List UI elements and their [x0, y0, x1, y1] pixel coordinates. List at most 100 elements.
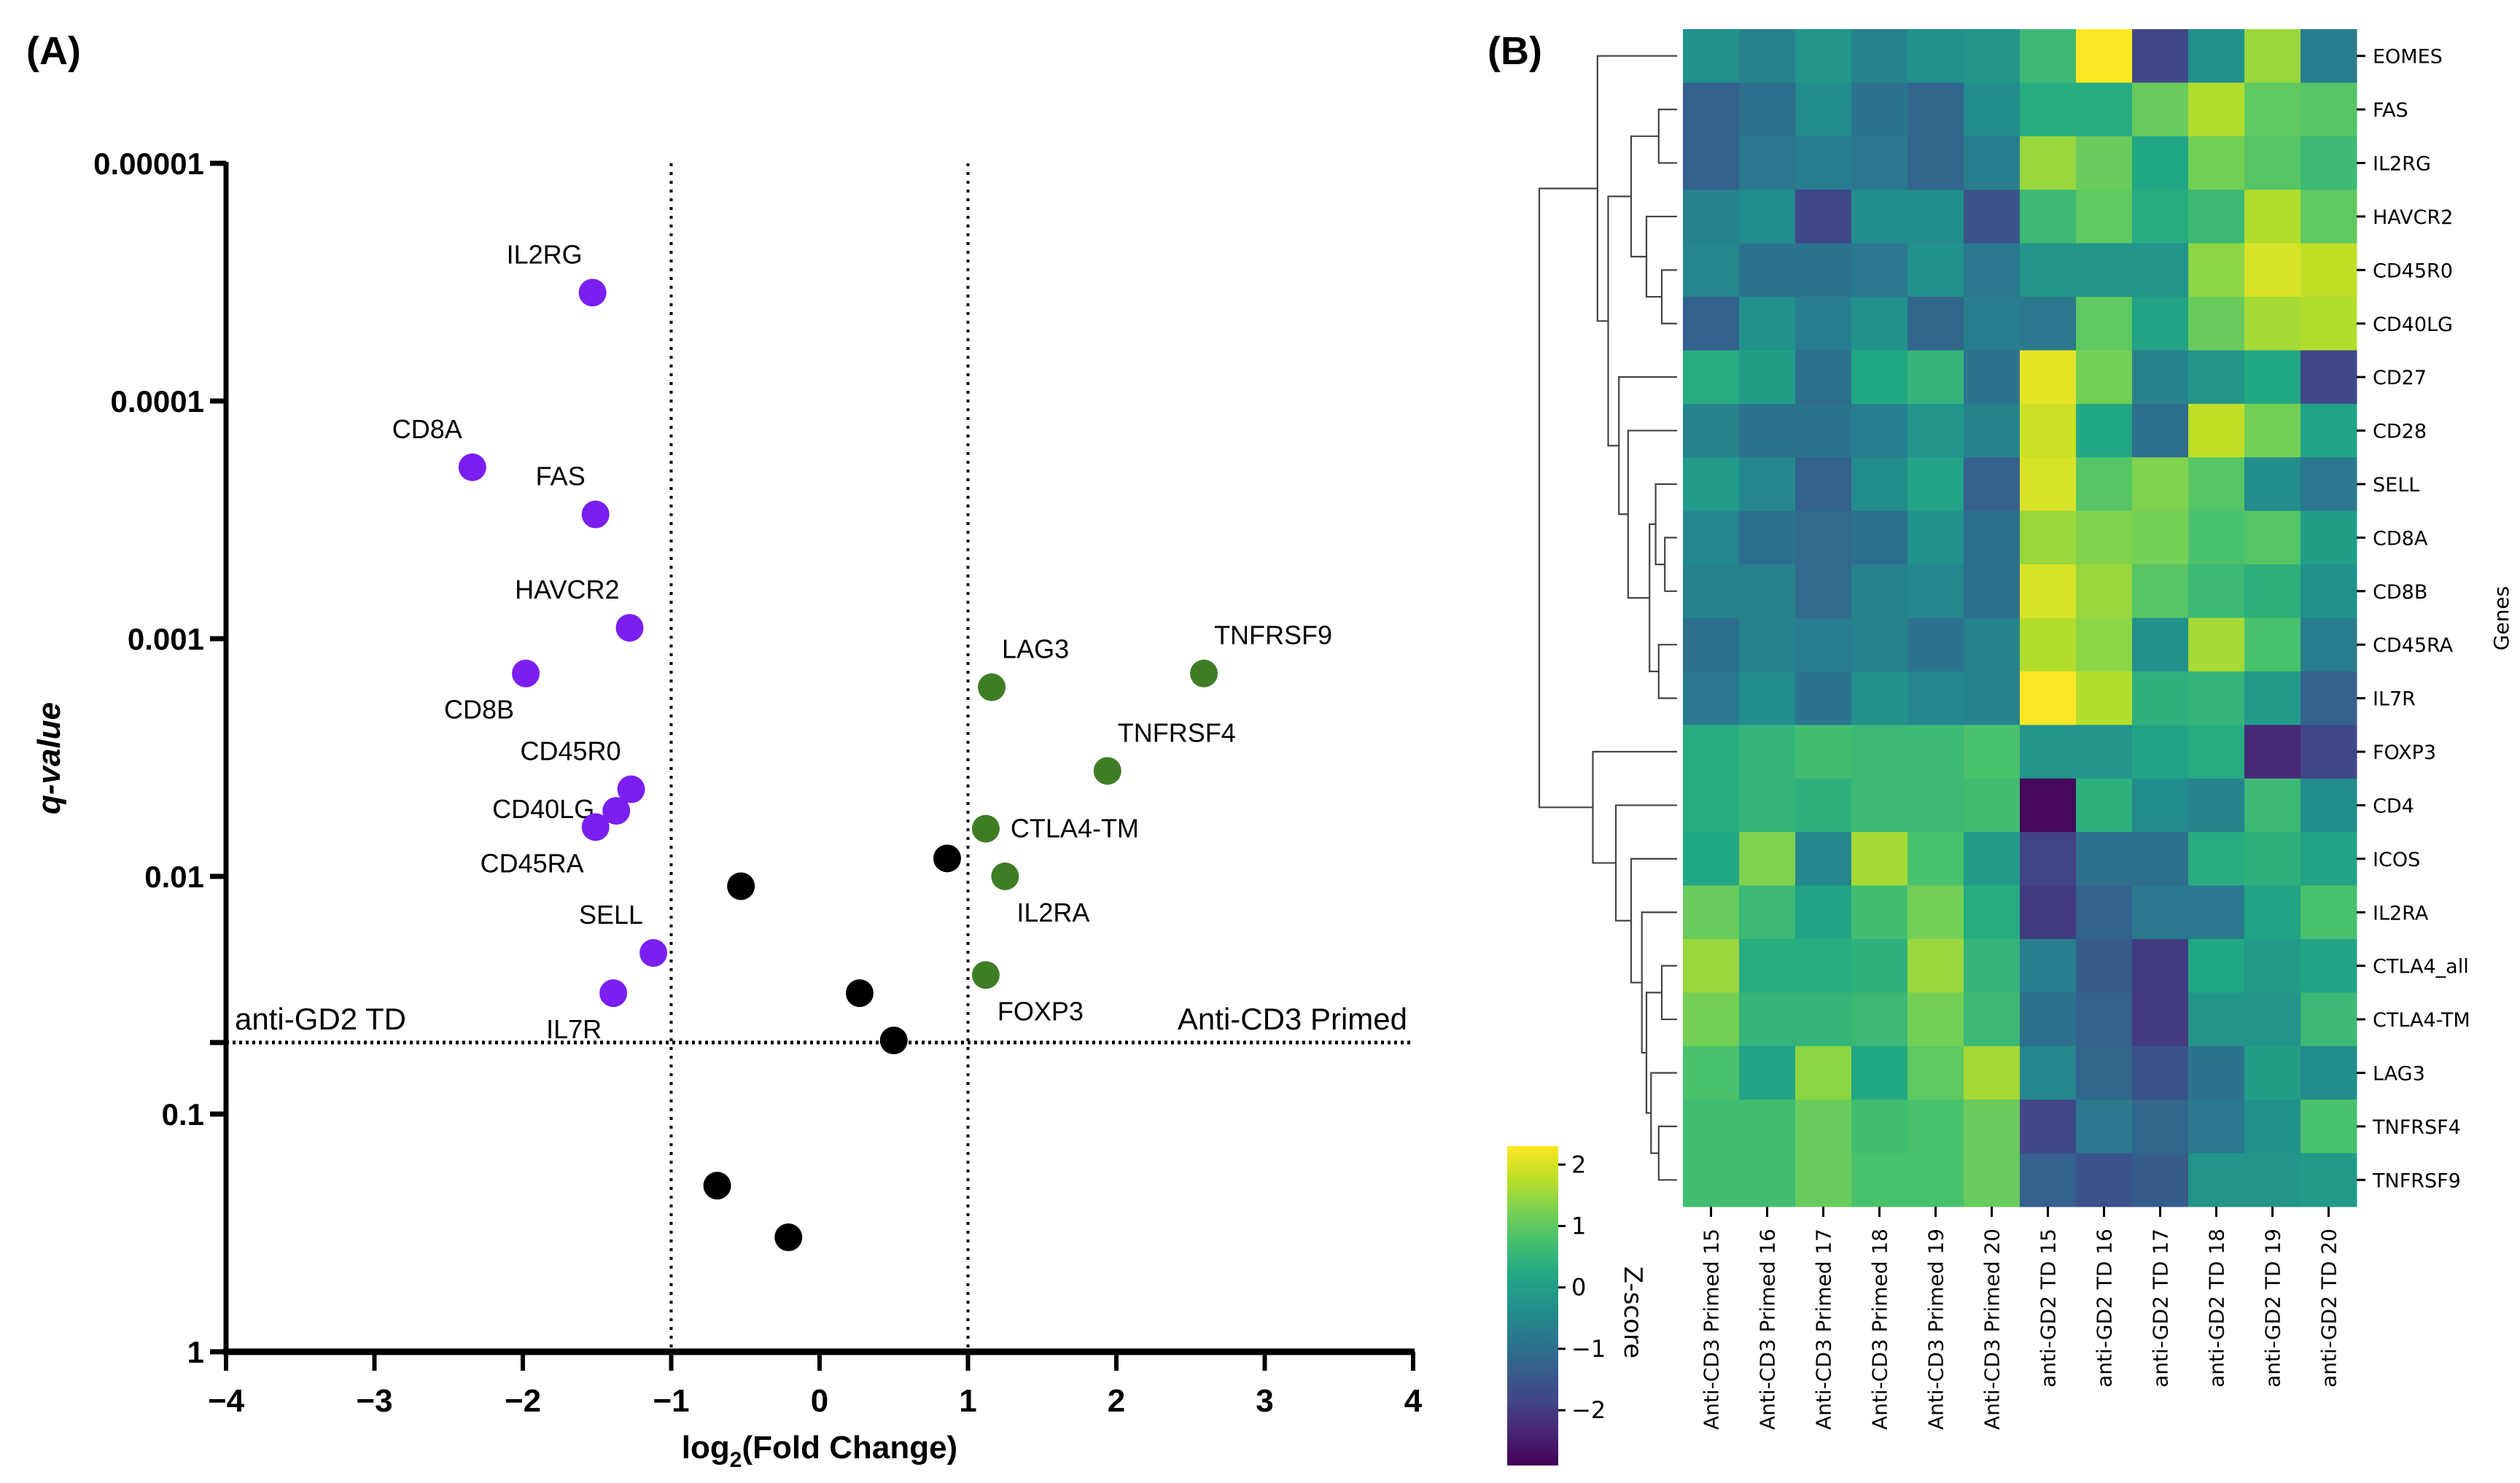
heatmap-cell — [1795, 82, 1852, 137]
point-label: SELL — [579, 900, 643, 930]
dendrogram-branch — [1614, 804, 1677, 922]
heatmap-cell — [1908, 618, 1964, 672]
heatmap-cell — [1851, 403, 1908, 458]
heatmap-cell — [1683, 29, 1740, 83]
heatmap-cell — [1683, 190, 1740, 244]
y-tick-label: 0.0001 — [111, 384, 204, 419]
sample-label: Anti-CD3 Primed 16 — [1756, 1229, 1780, 1430]
data-point — [971, 961, 1000, 989]
heatmap-cell — [1851, 136, 1908, 190]
point-label: CD45R0 — [520, 736, 621, 766]
heatmap-cell — [2188, 190, 2245, 244]
heatmap-cell — [2188, 136, 2245, 190]
heatmap-cell — [1908, 725, 1964, 779]
heatmap-cell — [1908, 457, 1964, 512]
heatmap-cell — [2301, 1153, 2357, 1207]
heatmap-cell — [1739, 1099, 1796, 1154]
data-point — [599, 979, 628, 1008]
heatmap-cell — [1795, 136, 1852, 190]
heatmap-cell — [1739, 457, 1796, 512]
heatmap-cell — [2020, 1099, 2077, 1154]
heatmap-cell — [1683, 778, 1740, 833]
sample-labels: Anti-CD3 Primed 15 Anti-CD3 Primed 16 Anti… — [1700, 1207, 2341, 1430]
heatmap-cell — [1739, 297, 1796, 351]
heatmap-cell — [1795, 190, 1852, 244]
heatmap-cell — [1739, 725, 1796, 779]
heatmap-cell — [2132, 671, 2189, 725]
heatmap-cell — [1908, 992, 1964, 1047]
heatmap-cell — [2076, 190, 2133, 244]
heatmap-cell — [2301, 403, 2357, 458]
heatmap-cell — [2244, 190, 2301, 244]
heatmap-cell — [1964, 992, 2021, 1047]
heatmap-cell — [1851, 832, 1908, 887]
heatmap-cell — [1683, 1046, 1740, 1100]
heatmap-cell — [2020, 350, 2077, 405]
heatmap-cell — [2244, 832, 2301, 887]
heatmap-cell — [1795, 778, 1852, 833]
heatmap-cell — [1851, 778, 1908, 833]
heatmap-cell — [1683, 618, 1740, 672]
heatmap-cell — [2020, 29, 2077, 83]
x-tick-label: −3 — [356, 1383, 392, 1419]
dendrogram-branch — [1630, 857, 1677, 984]
point-label: IL2RA — [1016, 898, 1089, 927]
heatmap-cell — [1908, 778, 1964, 833]
heatmap-cell — [1851, 1046, 1908, 1100]
heatmap-cell — [2301, 938, 2357, 993]
heatmap-cell — [2301, 510, 2357, 565]
heatmap-cell — [2188, 1099, 2245, 1154]
heatmap-cell — [2244, 885, 2301, 940]
heatmap-cell — [2020, 618, 2077, 672]
heatmap-cell — [2188, 992, 2245, 1047]
heatmap-cell — [2132, 832, 2189, 887]
point-label: CD8A — [392, 414, 462, 444]
heatmap-cell — [1683, 1099, 1740, 1154]
region-label-right: Anti-CD3 Primed — [1178, 1002, 1407, 1036]
data-point — [639, 939, 668, 968]
heatmap-cell — [2076, 725, 2133, 779]
heatmap-cell — [2188, 243, 2245, 297]
x-tick-label: 3 — [1256, 1383, 1273, 1419]
heatmap-cell — [2020, 778, 2077, 833]
panel-label-a: (A) — [26, 29, 81, 73]
heatmap-cell — [2020, 190, 2077, 244]
gene-label: TNFRSF9 — [2372, 1169, 2461, 1192]
heatmap-cell — [2188, 778, 2245, 833]
heatmap-cell — [1908, 29, 1964, 83]
gene-label: CD28 — [2373, 421, 2427, 443]
heatmap-cell — [1964, 243, 2021, 297]
heatmap-cell — [2132, 1153, 2189, 1207]
heatmap-cell — [2132, 938, 2189, 993]
heatmap-cell — [1683, 510, 1740, 565]
heatmap-cell — [2244, 136, 2301, 190]
heatmap-cell — [1964, 832, 2021, 887]
data-point — [617, 775, 645, 803]
heatmap-cell — [1908, 297, 1964, 351]
heatmap-cell — [1683, 992, 1740, 1047]
heatmap-cell — [1964, 510, 2021, 565]
heatmap-cell — [1739, 885, 1796, 940]
heatmap-cell — [1964, 403, 2021, 458]
data-point — [512, 659, 540, 688]
heatmap-cell — [2076, 938, 2133, 993]
heatmap-cell — [2301, 992, 2357, 1047]
data-point — [978, 673, 1006, 701]
x-tick-label: 1 — [959, 1383, 976, 1419]
data-point — [991, 863, 1019, 890]
heatmap-cell — [2301, 725, 2357, 779]
heatmap-cell — [2132, 1046, 2189, 1100]
heatmap-cell — [1851, 510, 1908, 565]
heatmap-cell — [2244, 243, 2301, 297]
heatmap-cell — [1795, 564, 1852, 618]
data-point — [578, 279, 607, 307]
heatmap-cell — [2020, 885, 2077, 940]
heatmap-cell — [2188, 725, 2245, 779]
heatmap-cell — [1851, 671, 1908, 725]
point-label: LAG3 — [1002, 634, 1069, 664]
x-axis-title-sub: 2 — [730, 1448, 742, 1472]
heatmap-cell — [1683, 832, 1740, 887]
heatmap-cell — [2076, 1153, 2133, 1207]
gene-label: CTLA4_all — [2373, 956, 2469, 978]
